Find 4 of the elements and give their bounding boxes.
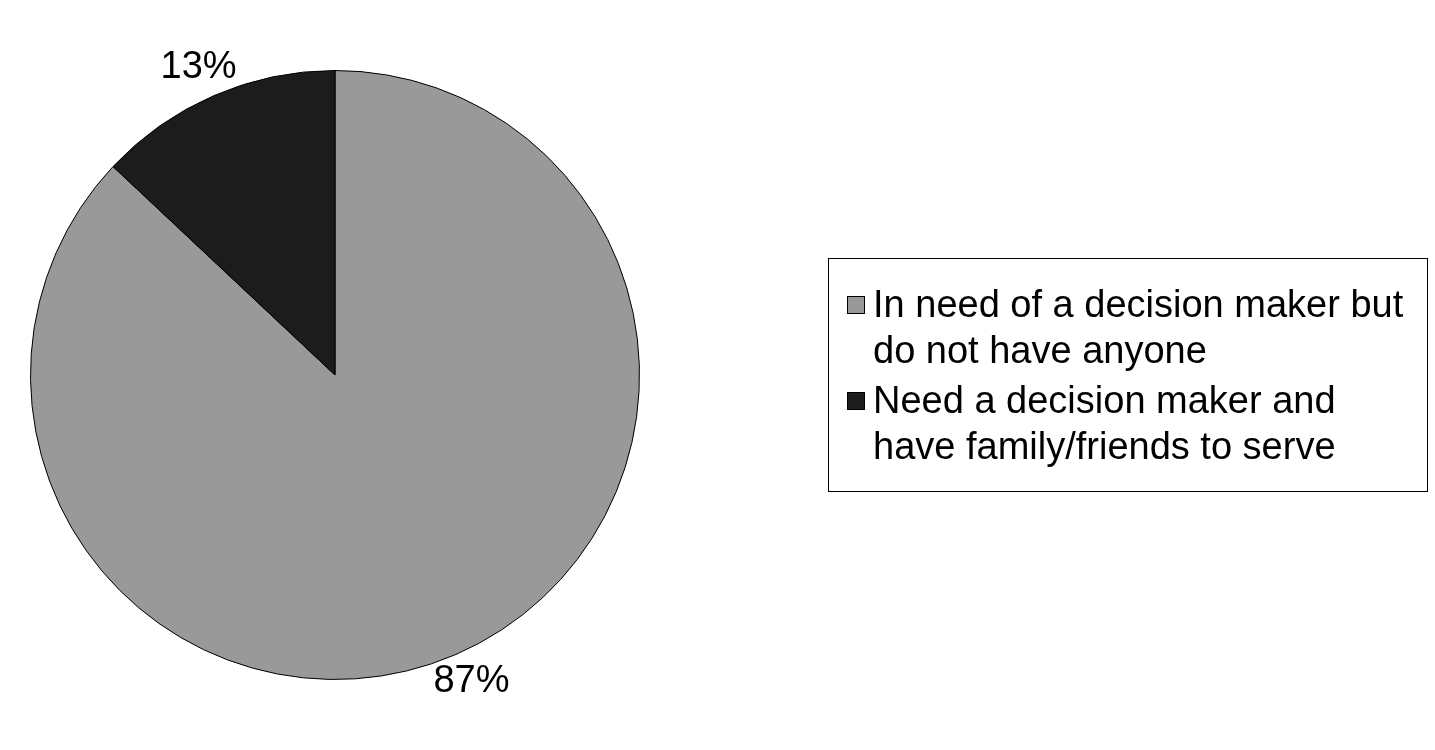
data-label: 87% [433,658,510,701]
legend-label: In need of a decision maker but do not have anyone [873,282,1405,373]
data-label: 13% [160,44,237,87]
legend-label: Need a decision maker and have family/friends to serve [873,378,1337,469]
